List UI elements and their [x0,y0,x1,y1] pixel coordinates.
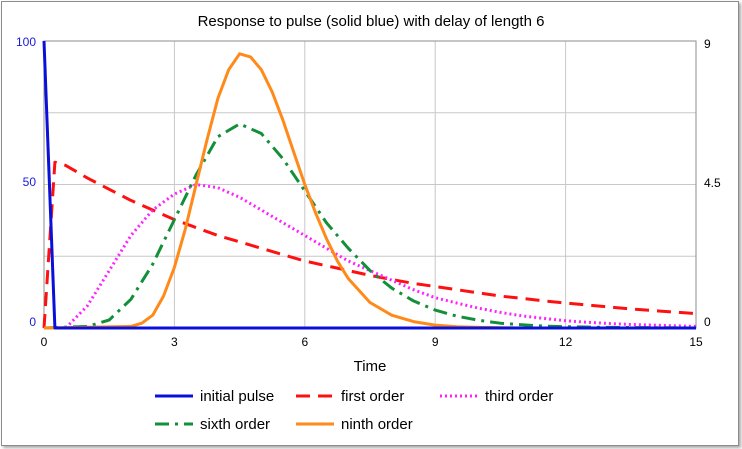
left-tick-label: 50 [23,175,37,189]
right-tick-label: 4.5 [704,176,721,190]
legend: initial pulse first order third order si… [155,388,553,433]
grid [44,41,696,328]
legend-label: ninth order [341,416,413,433]
legend-item-first-order: first order [296,388,404,405]
x-tick-label: 3 [171,335,178,349]
x-tick-label: 12 [559,335,573,349]
series-line-sixth-order [43,122,697,330]
chart-title: Response to pulse (solid blue) with dela… [198,13,545,30]
right-axis-ticks: 9 4.5 0 [704,37,721,329]
left-axis-ticks: 100 50 0 [16,35,36,329]
x-axis-label: Time [354,358,387,375]
legend-item-third-order: third order [440,388,553,405]
legend-label: initial pulse [200,388,274,405]
right-tick-label: 9 [704,37,711,51]
series-line-third-order [64,183,697,330]
x-tick-label: 6 [301,335,308,349]
legend-label: sixth order [200,416,270,433]
x-tick-label: 0 [41,335,48,349]
series-layer [42,40,697,330]
legend-label: first order [341,388,404,405]
legend-item-initial-pulse: initial pulse [155,388,274,405]
left-tick-label: 100 [16,35,36,49]
legend-item-ninth-order: ninth order [296,416,413,433]
left-tick-label: 0 [29,315,36,329]
legend-label: third order [485,388,553,405]
legend-item-sixth-order: sixth order [155,416,270,433]
x-axis-ticks: 0 3 6 9 12 15 [41,335,703,349]
series-line-first-order [42,160,697,329]
series-line-initial-pulse [42,40,696,330]
x-tick-label: 9 [432,335,439,349]
x-tick-label: 15 [689,335,703,349]
series-line-ninth-order [43,52,696,330]
right-tick-label: 0 [704,315,711,329]
